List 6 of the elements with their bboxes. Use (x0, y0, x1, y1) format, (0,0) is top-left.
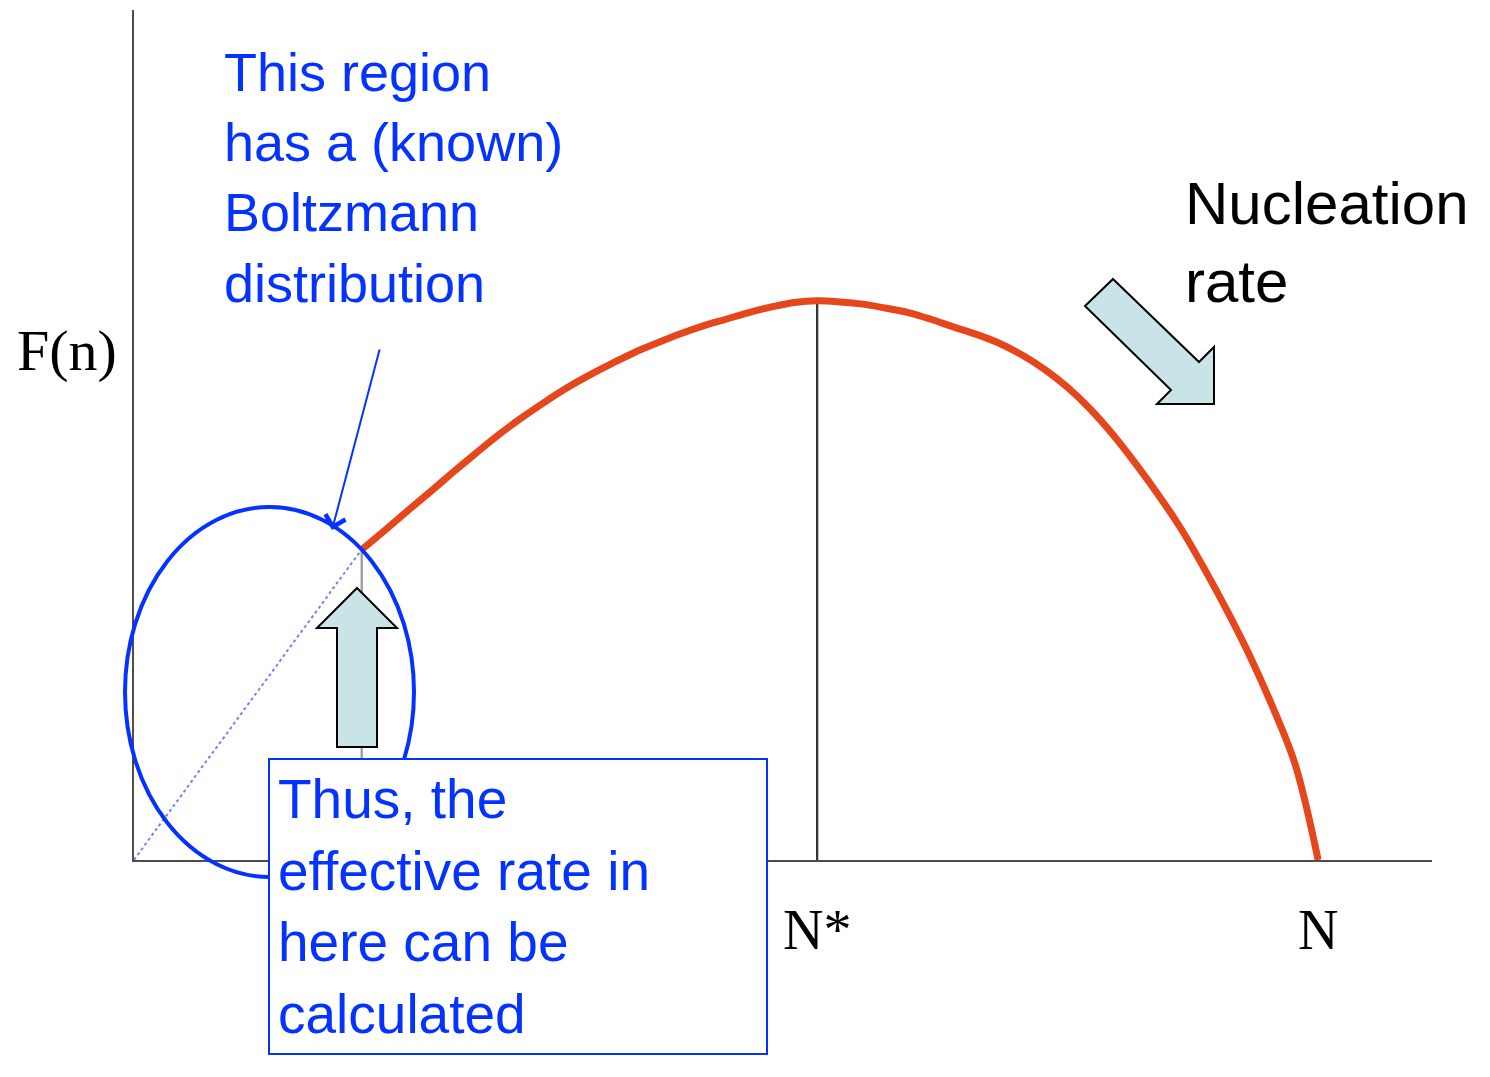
x-tick-label: N (1297, 899, 1339, 962)
y-axis-title: F(n) (17, 318, 117, 383)
annotation: This region has a (known) Boltzmann distribution (224, 42, 564, 313)
annotation: Nucleation rate (1185, 170, 1469, 315)
annotation: Thus, the effective rate in here can be calculated (278, 768, 650, 1045)
x-tick-label: N* (782, 899, 852, 962)
